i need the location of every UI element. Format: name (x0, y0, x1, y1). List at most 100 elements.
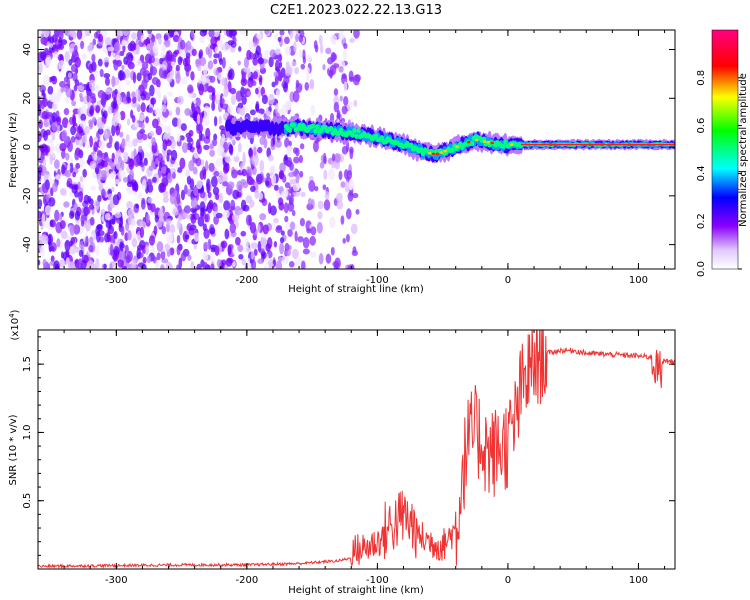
heatmap-cell (242, 181, 249, 189)
heatmap-cell (241, 168, 247, 177)
heatmap-cell (220, 240, 228, 249)
heatmap-ridge-cell (409, 142, 414, 148)
heatmap-cell (130, 259, 137, 269)
heatmap-cell (222, 181, 229, 187)
heatmap-cell (148, 131, 155, 137)
svg-text:(x104): (x104) (8, 309, 21, 340)
heatmap-cell (89, 79, 96, 90)
heatmap-cell (185, 40, 192, 51)
heatmap-cell (101, 95, 106, 108)
heatmap-cell (344, 181, 350, 193)
heatmap-cell (188, 129, 194, 137)
heatmap-cell (298, 48, 303, 59)
heatmap-cell (91, 61, 97, 73)
heatmap-cell (84, 206, 91, 215)
heatmap-cell (248, 40, 253, 50)
heatmap-cell (242, 157, 246, 166)
heatmap-cell (259, 213, 267, 221)
heatmap-cell (265, 110, 271, 116)
heatmap-peak-cell (474, 138, 479, 142)
snr-frame (37, 329, 676, 570)
heatmap-cell (172, 208, 179, 216)
heatmap-cell (78, 249, 84, 258)
heatmap-cell (135, 88, 141, 99)
heatmap-cell (166, 50, 173, 62)
heatmap-cell (117, 30, 124, 37)
heatmap-cell (205, 127, 211, 140)
heatmap-cell (103, 57, 110, 63)
heatmap-cell (96, 156, 102, 164)
heatmap-cell (283, 82, 288, 93)
heatmap-cell (162, 155, 166, 161)
heatmap-cell (179, 157, 186, 170)
heatmap-cell (109, 218, 116, 225)
heatmap-cell (347, 191, 354, 202)
heatmap-cell (175, 106, 181, 116)
heatmap-cell (203, 64, 208, 77)
heatmap-cell (330, 246, 335, 256)
heatmap-cell (231, 169, 238, 179)
heatmap-cell (250, 185, 256, 193)
heatmap-cell (45, 129, 51, 136)
heatmap-cell (274, 48, 281, 56)
heatmap-cell (63, 85, 69, 93)
heatmap-cell (126, 52, 133, 60)
heatmap-ridge-cell (352, 128, 357, 134)
heatmap-cell (103, 263, 107, 269)
heatmap-cell (201, 75, 207, 86)
heatmap-cell (132, 96, 137, 104)
heatmap-cell (70, 135, 76, 143)
heatmap-cell (229, 223, 237, 234)
heatmap-cell (288, 186, 293, 194)
scale-prefix: (x10 (10, 318, 21, 341)
heatmap-cell (61, 117, 69, 128)
heatmap-cell (297, 236, 304, 243)
heatmap-cell (45, 56, 52, 66)
heatmap-cell (76, 258, 84, 269)
heatmap-cell (199, 201, 206, 213)
heatmap-cell (219, 58, 223, 66)
heatmap-cell (67, 72, 72, 79)
heatmap-cell (254, 49, 259, 59)
heatmap-cell (196, 113, 201, 125)
heatmap-cell (117, 69, 125, 81)
heatmap-ridge-cell (418, 147, 424, 153)
heatmap-cell (168, 30, 175, 38)
heatmap-cell (80, 220, 85, 227)
heatmap-cell (61, 164, 66, 175)
heatmap-cell (246, 49, 252, 61)
heatmap-cell (227, 181, 235, 189)
heatmap-cell (40, 36, 48, 45)
x-tick-label: -200 (236, 275, 259, 286)
heatmap-cell (86, 43, 93, 54)
heatmap-cell (248, 147, 254, 159)
heatmap-cell (151, 34, 156, 43)
heatmap-cell (299, 143, 305, 150)
heatmap-cell (114, 211, 122, 219)
heatmap-cell (159, 264, 165, 269)
heatmap-cell (78, 190, 84, 203)
heatmap-cell (88, 204, 95, 210)
heatmap-cell (301, 260, 306, 269)
heatmap-cell (173, 189, 178, 198)
heatmap-cell (202, 168, 207, 180)
heatmap-cell (97, 121, 105, 130)
snr-x-ticks: -300 -200 -100 0 100 (37, 330, 666, 586)
x-tick-label: -100 (366, 275, 389, 286)
heatmap-cell (310, 251, 317, 258)
heatmap-cell (170, 168, 177, 174)
heatmap-cell (243, 56, 249, 69)
heatmap-cell (190, 71, 195, 81)
heatmap-cell (302, 248, 310, 255)
heatmap-cell (110, 165, 116, 171)
heatmap-cell (94, 84, 100, 93)
heatmap-cell (75, 132, 83, 141)
heatmap-cell (353, 99, 358, 107)
heatmap-cell (208, 75, 216, 83)
snr-panel: -300 -200 -100 0 100 0.5 1.0 1.5 Height of str… (8, 309, 676, 596)
heatmap-cell (288, 172, 295, 178)
heatmap-cell (111, 186, 115, 193)
heatmap-cell (176, 234, 181, 244)
heatmap-cell (158, 37, 162, 45)
heatmap-x-ticks: -300 -200 -100 0 100 (37, 30, 666, 286)
